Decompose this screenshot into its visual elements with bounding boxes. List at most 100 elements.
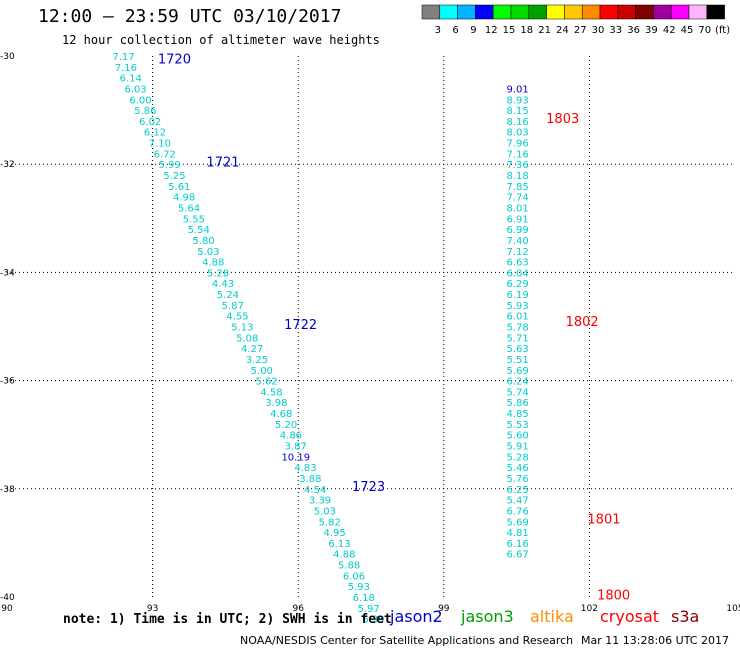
wave-height-label: 5.25 [163, 171, 185, 182]
wave-height-label: 8.18 [506, 171, 528, 182]
wave-height-label: 8.01 [506, 203, 528, 214]
wave-height-label: 5.99 [158, 160, 180, 171]
colorbar-label: 6 [452, 25, 458, 36]
wave-height-label: 6.91 [506, 214, 528, 225]
wave-height-label: 4.43 [212, 279, 234, 290]
wave-height-label: 3.87 [285, 442, 307, 453]
wave-height-label: 7.40 [506, 236, 528, 247]
pass-time-label: 1800 [597, 588, 630, 603]
wave-height-label: 5.69 [506, 366, 528, 377]
colorbar-label: 3 [435, 25, 441, 36]
colorbar-label: 18 [520, 25, 533, 36]
wave-height-label: 9.01 [506, 84, 528, 95]
wave-height-label: 4.86 [280, 431, 302, 442]
x-tick-label: 90 [1, 604, 13, 614]
wave-height-label: 4.68 [270, 409, 292, 420]
satellite-cryosat: cryosat [600, 607, 660, 626]
wave-height-label: 6.72 [154, 149, 176, 160]
wave-height-label: 5.71 [506, 333, 528, 344]
wave-height-label: 6.03 [124, 84, 146, 95]
wave-height-label: 7.36 [506, 160, 528, 171]
x-tick-label: 93 [147, 604, 158, 614]
wave-height-label: 5.88 [338, 561, 360, 572]
colorbar-label: 45 [681, 25, 694, 36]
wave-height-label: 5.03 [314, 506, 336, 517]
pass-time-label: 1723 [352, 480, 385, 495]
wave-height-label: 5.28 [207, 268, 229, 279]
wave-height-label: 5.69 [506, 517, 528, 528]
wave-height-label: 6.67 [506, 550, 528, 561]
colorbar-label: 42 [663, 25, 676, 36]
wave-height-label: 6.00 [129, 95, 151, 106]
wave-height-label: 4.88 [202, 258, 224, 269]
wave-height-label: 10.19 [281, 452, 310, 463]
wave-height-label: 4.55 [226, 312, 248, 323]
wave-height-label: 6.04 [506, 268, 528, 279]
wave-height-label: 7.16 [115, 63, 137, 74]
note-text: note: 1) Time is in UTC; 2) SWH is in fe… [63, 612, 392, 627]
wave-height-label: 5.03 [197, 247, 219, 258]
wave-height-label: 8.93 [506, 95, 528, 106]
wave-height-label: 5.61 [168, 182, 190, 193]
wave-height-label: 5.13 [231, 323, 253, 334]
wave-height-label: 6.01 [506, 312, 528, 323]
wave-height-label: 6.25 [506, 485, 528, 496]
wave-height-label: 7.85 [506, 182, 528, 193]
pass-time-label: 1801 [587, 513, 620, 528]
wave-height-label: 5.97 [357, 604, 379, 615]
wave-height-label: 5.74 [506, 387, 528, 398]
colorbar-label: 70 [698, 25, 711, 36]
wave-height-label: 6.24 [506, 377, 528, 388]
wave-height-label: 4.54 [304, 485, 326, 496]
wave-height-label: 5.47 [506, 496, 528, 507]
wave-height-label: 7.16 [506, 149, 528, 160]
wave-height-label: 5.76 [506, 474, 528, 485]
y-tick-label: -40 [0, 593, 15, 603]
colorbar: 3 6 9 12 15 18 21 24 27 30 33 36 39 42 45 70 (ft) [421, 4, 730, 36]
colorbar-swatch [706, 4, 725, 20]
wave-height-label: 7.17 [112, 52, 134, 63]
wave-height-label: 5.93 [506, 301, 528, 312]
colorbar-label: 9 [470, 25, 476, 36]
wave-height-label: 6.18 [353, 593, 375, 604]
wave-height-label: 7.12 [506, 247, 528, 258]
wave-height-label: 4.27 [241, 344, 263, 355]
colorbar-label: (ft) [715, 25, 730, 36]
footer-credit: NOAA/NESDIS Center for Satellite Applica… [240, 634, 574, 647]
pass-time-label: 1722 [284, 318, 317, 333]
wave-height-label: 5.24 [217, 290, 239, 301]
wave-height-label: 5.53 [506, 420, 528, 431]
wave-height-label: 6.02 [139, 117, 161, 128]
y-tick-label: -38 [0, 485, 15, 495]
x-tick-label: 96 [292, 604, 304, 614]
wave-height-label: 6.06 [343, 571, 365, 582]
wave-height-label: 6.13 [328, 539, 350, 550]
wave-height-label: 3.39 [309, 496, 331, 507]
wave-height-label: 4.58 [260, 387, 282, 398]
y-tick-label: -32 [0, 160, 15, 170]
colorbar-label: 30 [592, 25, 605, 36]
pass-time-label: 1720 [158, 53, 191, 68]
wave-height-label: 5.62 [256, 377, 278, 388]
pass-time-label: 1803 [546, 112, 579, 127]
wave-height-label: 5.82 [319, 517, 341, 528]
wave-height-label: 5.51 [506, 355, 528, 366]
wave-height-label: 5.60 [506, 431, 528, 442]
wave-height-label: 6.76 [506, 506, 528, 517]
wave-height-label: 5.80 [192, 236, 214, 247]
wave-height-label: 5.63 [506, 344, 528, 355]
wave-height-label: 4.85 [506, 409, 528, 420]
x-tick-label: 99 [438, 604, 450, 614]
satellite-jason3: jason3 [461, 607, 514, 626]
satellite-s3a: s3a [671, 607, 700, 626]
wave-height-label: 6.19 [506, 290, 528, 301]
wave-height-label: 6.63 [506, 258, 528, 269]
wave-height-label: 5.93 [348, 582, 370, 593]
wave-height-label: 3.98 [265, 398, 287, 409]
wave-height-label: 5.86 [506, 398, 528, 409]
wave-height-label: 6.12 [144, 128, 166, 139]
colorbar-label: 21 [538, 25, 551, 36]
y-tick-label: -36 [0, 377, 15, 387]
colorbar-label: 33 [609, 25, 622, 36]
